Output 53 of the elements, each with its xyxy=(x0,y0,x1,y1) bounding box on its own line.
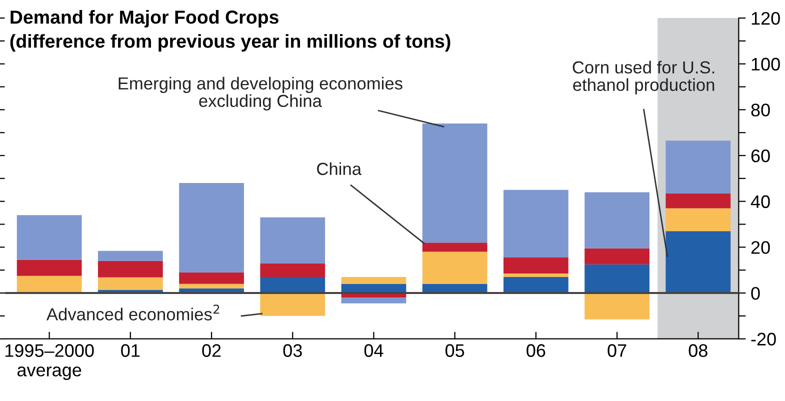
bar xyxy=(16,215,82,260)
x-tick-label: 05 xyxy=(445,344,464,357)
bar xyxy=(503,258,568,274)
bar xyxy=(422,242,488,252)
x-tick-label: 06 xyxy=(526,344,546,357)
x-tick-label: 03 xyxy=(283,344,302,357)
bar xyxy=(503,276,568,294)
x-tick-label: 08 xyxy=(688,344,708,357)
bar xyxy=(260,276,326,294)
bar xyxy=(98,260,163,278)
bar xyxy=(98,250,163,261)
y-tick-label: 40 xyxy=(750,195,770,208)
bar xyxy=(179,284,244,288)
bar xyxy=(584,293,650,320)
bar xyxy=(260,217,326,264)
bar xyxy=(666,140,731,194)
bar xyxy=(341,298,406,304)
bar xyxy=(260,263,326,277)
y-tick-label: 120 xyxy=(752,12,780,25)
bar xyxy=(666,208,731,232)
bar xyxy=(341,276,406,284)
text: (difference from previous year in millions of tons) xyxy=(10,34,450,52)
text: China xyxy=(317,162,362,176)
bar xyxy=(98,277,163,290)
x-tick-label: 07 xyxy=(608,344,626,357)
series-label: Emerging and developing economies excluding China xyxy=(118,76,402,110)
y-tick-label: 80 xyxy=(751,104,770,116)
x-tick-label: 01 xyxy=(121,344,140,357)
y-tick-label: 20 xyxy=(751,241,770,254)
series-label: Advanced economies$^{2}$ xyxy=(46,304,220,320)
bar xyxy=(584,264,650,294)
bar xyxy=(666,231,731,294)
y-tick-label: -20 xyxy=(751,332,776,346)
bar xyxy=(666,193,731,208)
bar xyxy=(179,272,244,284)
y-tick-label: 60 xyxy=(751,149,770,162)
bar xyxy=(16,260,82,276)
bar xyxy=(584,248,650,264)
x-tick-label: 02 xyxy=(202,344,221,357)
text: Corn used for U.S. ethanol production xyxy=(572,60,714,94)
y-tick-label: 100 xyxy=(752,58,780,71)
x-tick-label: 04 xyxy=(364,344,384,357)
bar xyxy=(503,274,568,277)
chart-title: Demand for Major Food Crops xyxy=(10,10,278,28)
bar xyxy=(260,293,326,316)
bar xyxy=(422,252,488,284)
bar xyxy=(503,190,568,258)
bar xyxy=(422,123,488,243)
x-tick-label: 1995–2000 average xyxy=(6,344,94,380)
bar xyxy=(584,192,650,248)
y-tick-label: 0 xyxy=(751,286,760,300)
bar xyxy=(179,183,244,272)
bar xyxy=(16,276,82,294)
